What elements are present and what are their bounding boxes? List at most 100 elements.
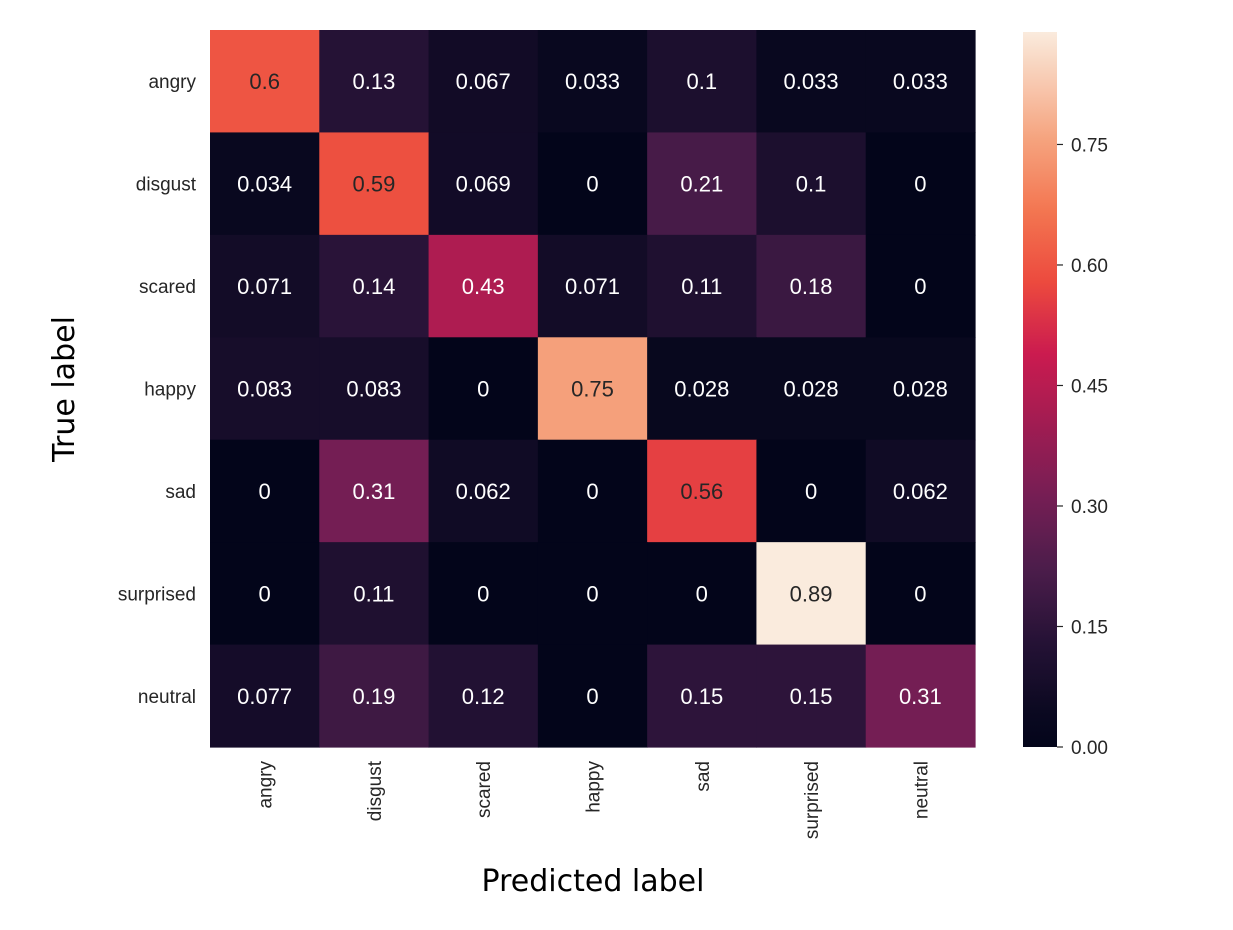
colorbar-tick-label: 0.00 <box>1071 738 1108 759</box>
cell-value-label: 0.31 <box>353 479 396 504</box>
x-tick-label: happy <box>584 761 605 813</box>
cell-value-label: 0 <box>914 172 926 197</box>
heatmap-cell <box>865 337 976 441</box>
cell-value-label: 0.75 <box>571 377 614 402</box>
heatmap-cell <box>537 132 648 236</box>
heatmap-cell <box>428 644 539 748</box>
x-axis-ticks: angry disgust scared happy sad surprised neutr… <box>256 760 933 839</box>
cell-value-label: 0 <box>586 581 598 606</box>
heatmap-cell <box>865 234 976 338</box>
cell-value-label: 0 <box>259 581 271 606</box>
colorbar-tick-label: 0.60 <box>1071 256 1108 277</box>
cell-value-label: 0 <box>477 377 489 402</box>
heatmap-cell <box>319 337 430 441</box>
heatmap-cell <box>647 234 758 338</box>
y-tick-label: happy <box>144 380 196 401</box>
y-axis-ticks: angry disgust scared happy sad surprised neutr… <box>118 72 197 708</box>
cell-value-label: 0.062 <box>893 479 948 504</box>
cell-value-label: 0.062 <box>456 479 511 504</box>
colorbar-tick-label: 0.30 <box>1071 497 1108 518</box>
heatmap-cell <box>210 234 320 338</box>
heatmap-cell <box>319 132 430 236</box>
cell-value-label: 0.31 <box>899 684 942 709</box>
x-tick-label: angry <box>256 761 277 809</box>
cell-value-label: 0.59 <box>353 172 396 197</box>
cell-value-label: 0.19 <box>353 684 396 709</box>
heatmap-cell <box>865 542 976 646</box>
colorbar-tick-label: 0.15 <box>1071 617 1108 638</box>
cell-value-label: 0.033 <box>893 69 948 94</box>
cell-value-label: 0.11 <box>353 581 394 606</box>
heatmap-cell <box>756 542 867 646</box>
y-tick-label: angry <box>148 72 196 93</box>
heatmap-cell <box>756 337 867 441</box>
cell-value-label: 0.069 <box>456 172 511 197</box>
cell-value-label: 0.56 <box>680 479 723 504</box>
heatmap-cell <box>865 30 976 134</box>
heatmap-cell <box>647 644 758 748</box>
cell-value-label: 0.11 <box>681 274 722 299</box>
heatmap-cell <box>647 337 758 441</box>
cell-value-label: 0.067 <box>456 69 511 94</box>
y-tick-label: neutral <box>138 687 196 708</box>
x-tick-label: sad <box>693 761 714 792</box>
cell-value-label: 0.18 <box>790 274 833 299</box>
cell-value-label: 0.14 <box>353 274 396 299</box>
heatmap-cell <box>210 644 320 748</box>
heatmap-cell <box>210 439 320 543</box>
heatmap-cell <box>756 30 867 134</box>
heatmap-cell <box>210 132 320 236</box>
heatmap-cell <box>210 337 320 441</box>
cell-value-label: 0 <box>477 581 489 606</box>
cell-value-label: 0.034 <box>237 172 292 197</box>
heatmap-cell <box>319 439 430 543</box>
cell-value-label: 0 <box>696 581 708 606</box>
heatmap-cell <box>537 234 648 338</box>
x-axis-title: Predicted label <box>482 864 705 899</box>
cell-value-label: 0.15 <box>790 684 833 709</box>
heatmap-cell <box>756 234 867 338</box>
heatmap-cell <box>210 30 320 134</box>
heatmap-cell <box>756 644 867 748</box>
cell-value-label: 0.15 <box>680 684 723 709</box>
cell-value-label: 0.6 <box>249 69 280 94</box>
heatmap-cell <box>756 132 867 236</box>
heatmap-cell <box>537 337 648 441</box>
heatmap-cells: 0.6 0.13 0.067 0.033 0.1 0.033 0.033 0.034 0.59 0… <box>210 30 976 748</box>
cell-value-label: 0 <box>259 479 271 504</box>
cell-value-label: 0.13 <box>353 69 396 94</box>
x-tick-label: surprised <box>802 761 823 839</box>
cell-value-label: 0 <box>586 479 598 504</box>
cell-value-label: 0.077 <box>237 684 292 709</box>
y-tick-label: sad <box>165 482 196 503</box>
heatmap-cell <box>428 30 539 134</box>
heatmap-cell <box>865 132 976 236</box>
cell-value-label: 0 <box>805 479 817 504</box>
heatmap-cell <box>319 30 430 134</box>
cell-value-label: 0.028 <box>674 377 729 402</box>
cell-value-label: 0.43 <box>462 274 505 299</box>
cell-value-label: 0.083 <box>346 377 401 402</box>
heatmap-cell <box>865 644 976 748</box>
x-tick-label: neutral <box>911 761 932 819</box>
cell-value-label: 0.1 <box>686 69 717 94</box>
colorbar-gradient <box>1023 32 1057 747</box>
heatmap-cell <box>537 542 648 646</box>
y-axis-title: True label <box>47 316 82 463</box>
cell-value-label: 0.033 <box>565 69 620 94</box>
heatmap-cell <box>428 234 539 338</box>
cell-value-label: 0.1 <box>796 172 827 197</box>
colorbar: 0.00 0.15 0.30 0.45 0.60 0.75 <box>1023 32 1108 759</box>
heatmap-cell <box>319 644 430 748</box>
cell-value-label: 0.083 <box>237 377 292 402</box>
colorbar-tick-label: 0.75 <box>1071 135 1108 156</box>
cell-value-label: 0.028 <box>784 377 839 402</box>
heatmap-cell <box>210 542 320 646</box>
heatmap-cell <box>647 542 758 646</box>
heatmap-cell <box>428 439 539 543</box>
heatmap-cell <box>319 234 430 338</box>
heatmap-cell <box>319 542 430 646</box>
y-tick-label: surprised <box>118 584 196 605</box>
x-tick-label: disgust <box>365 760 386 821</box>
